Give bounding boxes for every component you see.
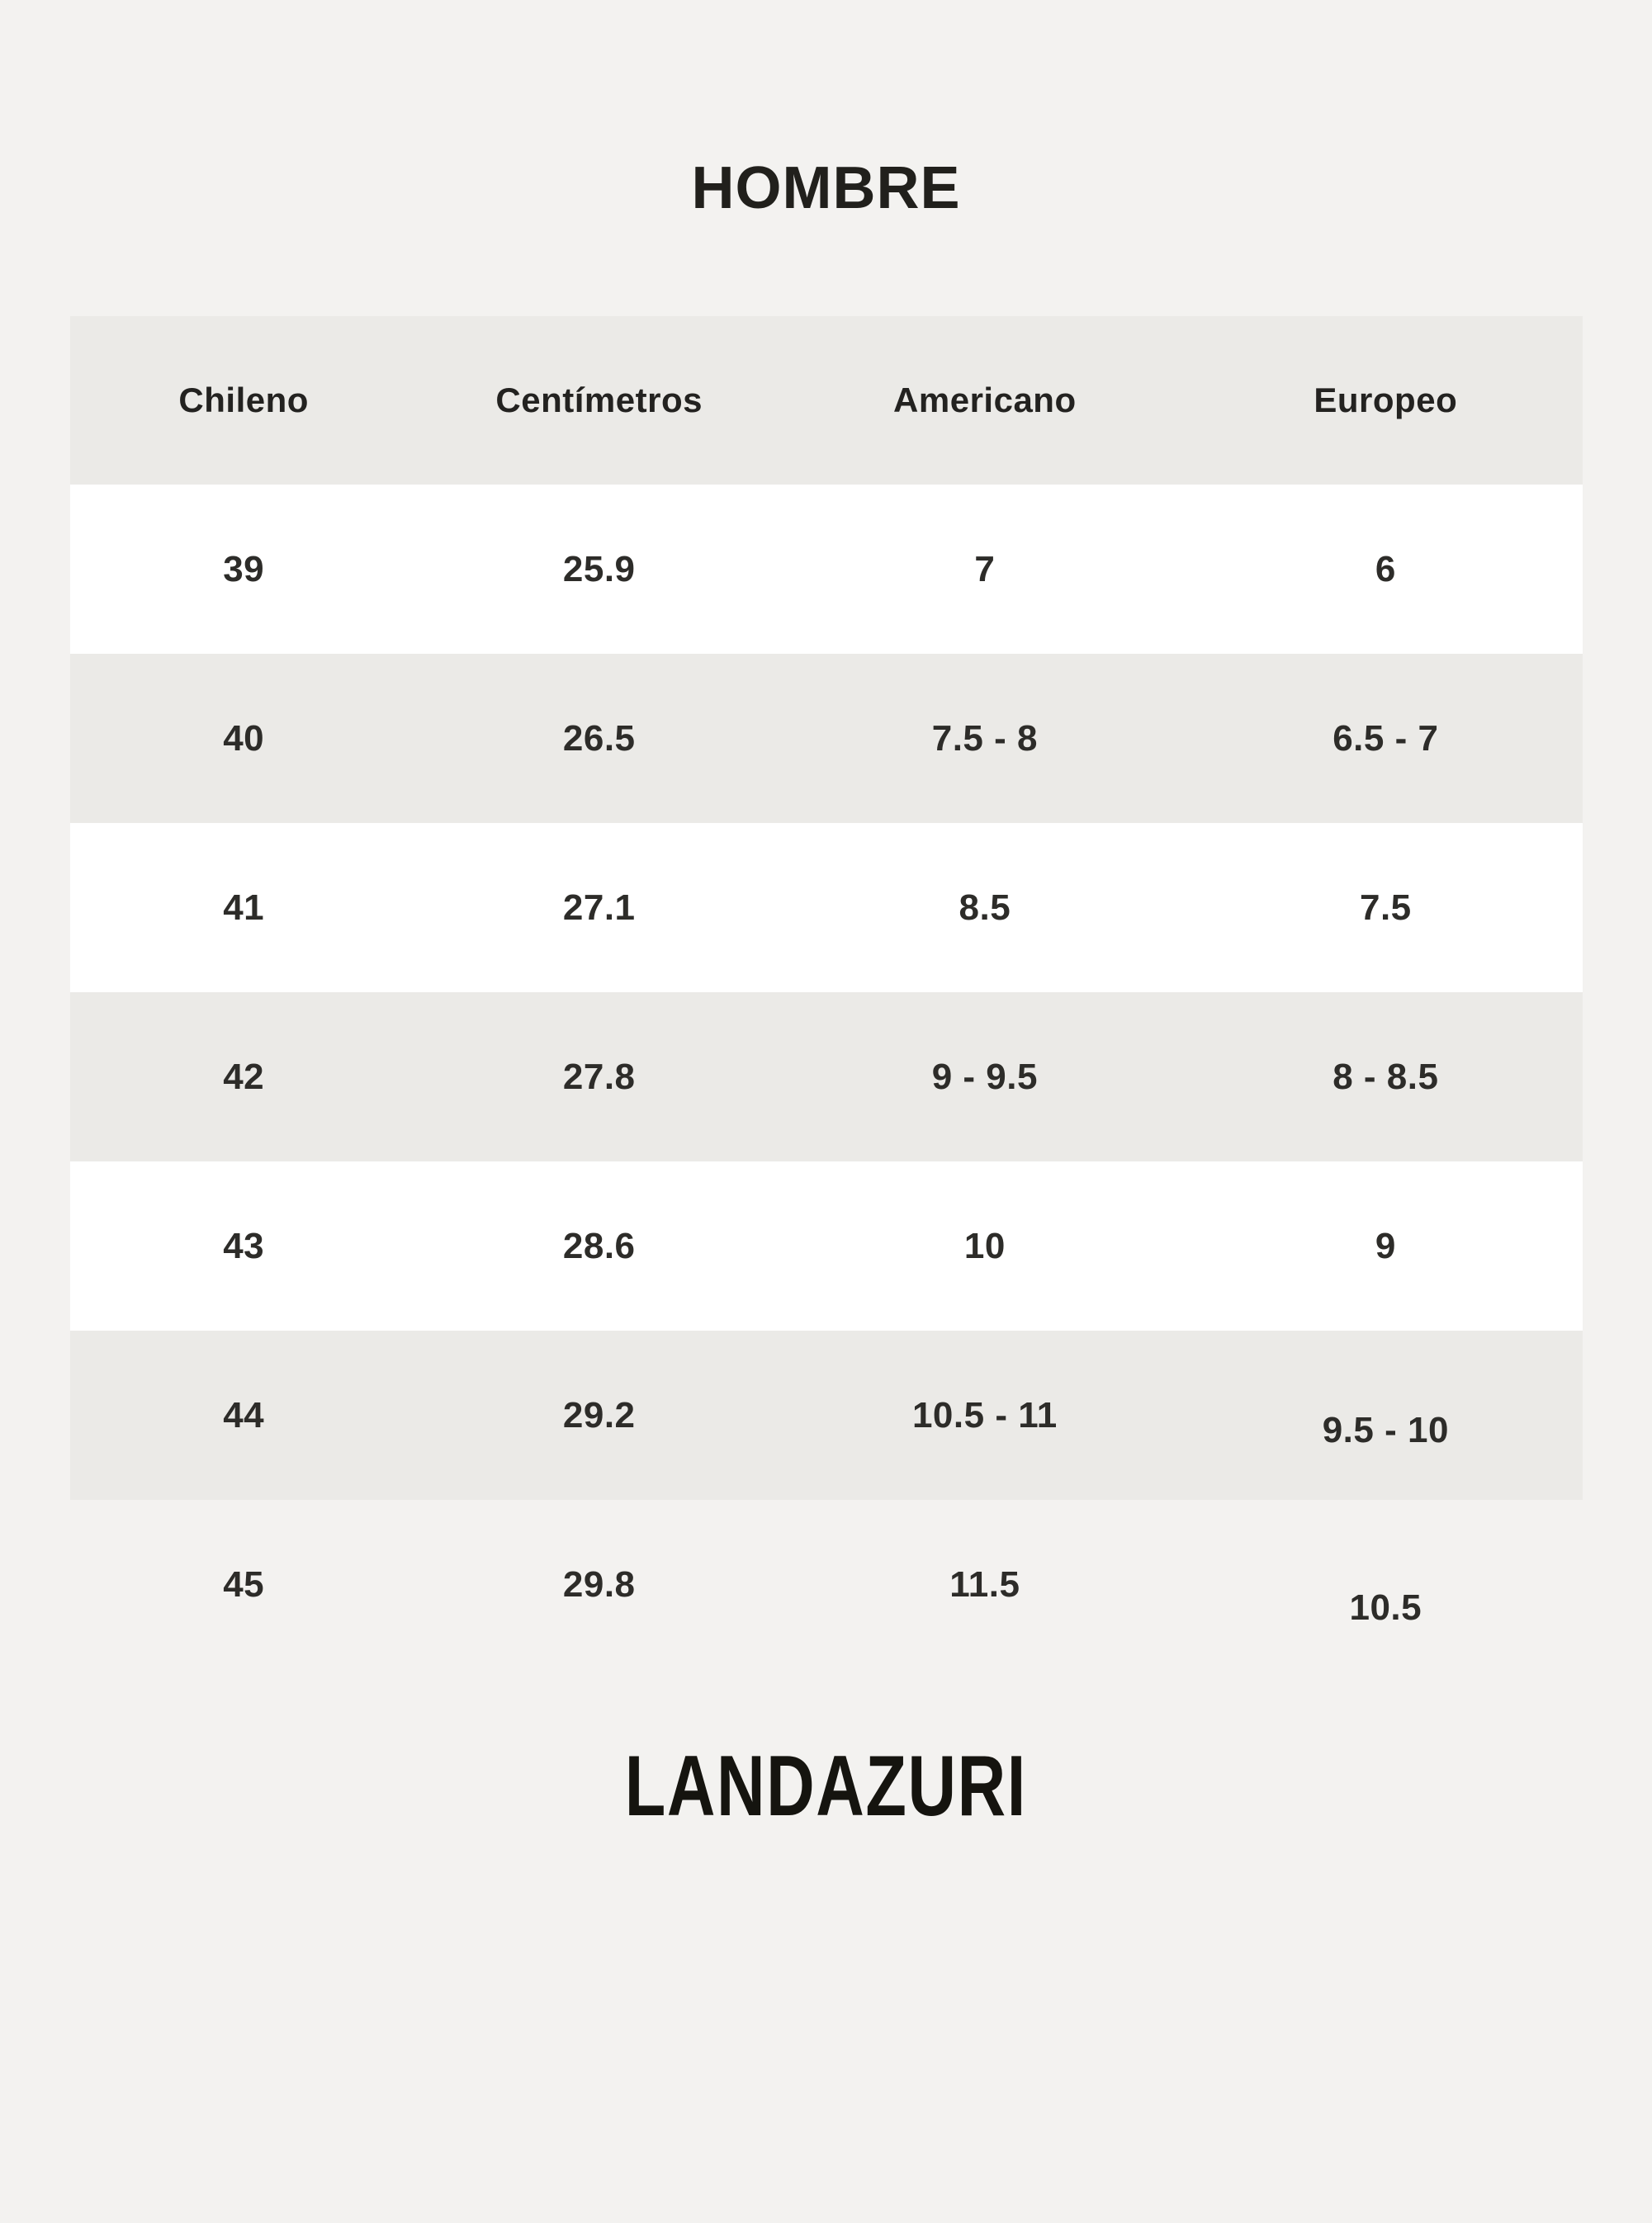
cell-chileno: 41: [223, 887, 265, 928]
column-header-centimetros: Centímetros: [495, 381, 703, 419]
column-header-americano: Americano: [893, 381, 1077, 419]
table-row-42: 42 27.8 9 - 9.5 8 - 8.5: [69, 992, 1583, 1161]
cell-europeo: 10.5: [1349, 1587, 1422, 1628]
cell-centimetros: 27.1: [562, 887, 636, 928]
size-chart-page: HOMBRE Chileno Centímetros Americano Eur…: [0, 158, 1652, 2223]
brand-logo: LANDAZURI: [624, 1738, 1028, 1834]
cell-americano: 7: [974, 548, 996, 589]
size-conversion-table: Chileno Centímetros Americano Europeo 39…: [69, 316, 1583, 1669]
cell-europeo: 7.5: [1359, 887, 1412, 928]
cell-europeo: 9: [1375, 1225, 1396, 1266]
cell-chileno: 43: [223, 1225, 265, 1266]
cell-chileno: 39: [223, 548, 265, 589]
cell-europeo: 6: [1375, 548, 1396, 589]
cell-americano: 8.5: [959, 887, 1011, 928]
table-row-43: 43 28.6 10 9: [69, 1161, 1583, 1331]
column-header-europeo: Europeo: [1314, 381, 1458, 419]
page-title: HOMBRE: [691, 155, 961, 221]
cell-centimetros: 25.9: [562, 548, 636, 589]
cell-centimetros: 26.5: [562, 717, 636, 759]
table-row-40: 40 26.5 7.5 - 8 6.5 - 7: [69, 654, 1583, 823]
cell-americano: 10.5 - 11: [911, 1394, 1058, 1435]
cell-europeo: 6.5 - 7: [1332, 717, 1439, 759]
cell-europeo: 9.5 - 10: [1322, 1409, 1449, 1450]
cell-centimetros: 27.8: [562, 1056, 636, 1097]
brand-logo-wrap: LANDAZURI: [0, 1742, 1652, 1831]
table-row-45: 45 29.8 11.5 10.5: [70, 1500, 1583, 1669]
cell-americano: 9 - 9.5: [931, 1056, 1038, 1097]
cell-chileno: 44: [223, 1394, 265, 1435]
cell-chileno: 40: [223, 717, 265, 759]
table-header-row: Chileno Centímetros Americano Europeo: [69, 316, 1583, 485]
cell-chileno: 42: [223, 1056, 265, 1097]
cell-chileno: 45: [223, 1563, 265, 1605]
cell-americano: 11.5: [949, 1563, 1020, 1605]
cell-americano: 7.5 - 8: [931, 717, 1038, 759]
table-row-41: 41 27.1 8.5 7.5: [69, 823, 1583, 992]
cell-europeo: 8 - 8.5: [1332, 1056, 1439, 1097]
cell-centimetros: 29.2: [562, 1394, 636, 1435]
table-row-44: 44 29.2 10.5 - 11 9.5 - 10: [69, 1331, 1583, 1500]
table-row-39: 39 25.9 7 6: [69, 485, 1583, 654]
cell-americano: 10: [963, 1225, 1006, 1266]
cell-centimetros: 28.6: [562, 1225, 636, 1266]
column-header-chileno: Chileno: [178, 381, 309, 419]
cell-centimetros: 29.8: [562, 1563, 636, 1605]
